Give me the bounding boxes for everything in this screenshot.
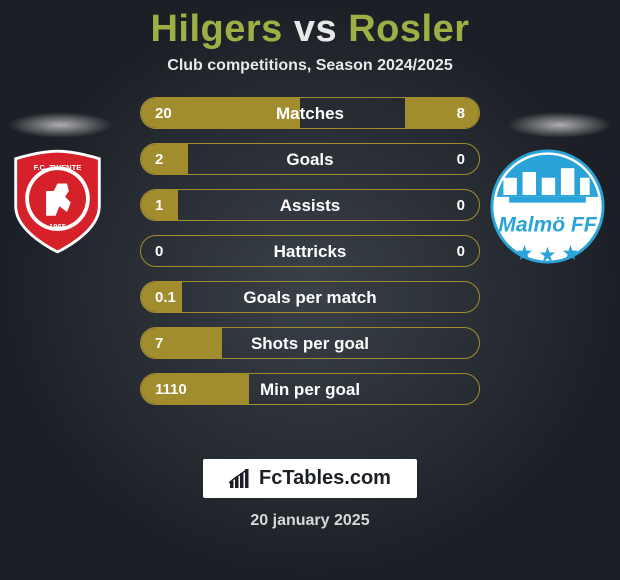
fc-twente-crest-icon: F.C. TWENTE 1965 — [10, 149, 105, 254]
stat-label: Goals per match — [141, 282, 479, 313]
vs-text: vs — [294, 8, 337, 50]
stat-label: Hattricks — [141, 236, 479, 267]
svg-text:1965: 1965 — [49, 222, 67, 231]
stat-row: 0.1Goals per match — [140, 281, 480, 313]
stat-row: 7Shots per goal — [140, 327, 480, 359]
stat-label: Min per goal — [141, 374, 479, 405]
stat-label: Assists — [141, 190, 479, 221]
svg-text:F.C. TWENTE: F.C. TWENTE — [34, 163, 82, 172]
stat-label: Goals — [141, 144, 479, 175]
player1-name: Hilgers — [150, 8, 282, 50]
stat-label: Shots per goal — [141, 328, 479, 359]
season-subtitle: Club competitions, Season 2024/2025 — [0, 57, 620, 75]
footer-date: 20 january 2025 — [250, 512, 369, 530]
brand-badge: FcTables.com — [203, 459, 417, 498]
stat-row: 20Goals — [140, 143, 480, 175]
stats-arena: F.C. TWENTE 1965 Malmö FF 208Matches 20Go… — [0, 97, 620, 427]
stats-list: 208Matches 20Goals 10Assists 00Hattricks 0.1… — [140, 97, 480, 419]
club-crest-right: Malmö FF — [490, 149, 610, 269]
svg-text:Malmö FF: Malmö FF — [498, 213, 597, 236]
comparison-title: Hilgers vs Rosler — [0, 0, 620, 51]
club-crest-left: F.C. TWENTE 1965 — [10, 149, 130, 269]
footer: FcTables.com 20 january 2025 — [0, 459, 620, 530]
stat-label: Matches — [141, 98, 479, 129]
stat-row: 10Assists — [140, 189, 480, 221]
player2-shadow — [507, 112, 612, 138]
stat-row: 208Matches — [140, 97, 480, 129]
stat-row: 00Hattricks — [140, 235, 480, 267]
brand-text: FcTables.com — [259, 467, 391, 490]
fctables-logo-icon — [229, 469, 253, 489]
player2-name: Rosler — [348, 8, 469, 50]
player1-shadow — [8, 112, 113, 138]
stat-row: 1110Min per goal — [140, 373, 480, 405]
malmo-ff-crest-icon: Malmö FF — [490, 149, 605, 264]
